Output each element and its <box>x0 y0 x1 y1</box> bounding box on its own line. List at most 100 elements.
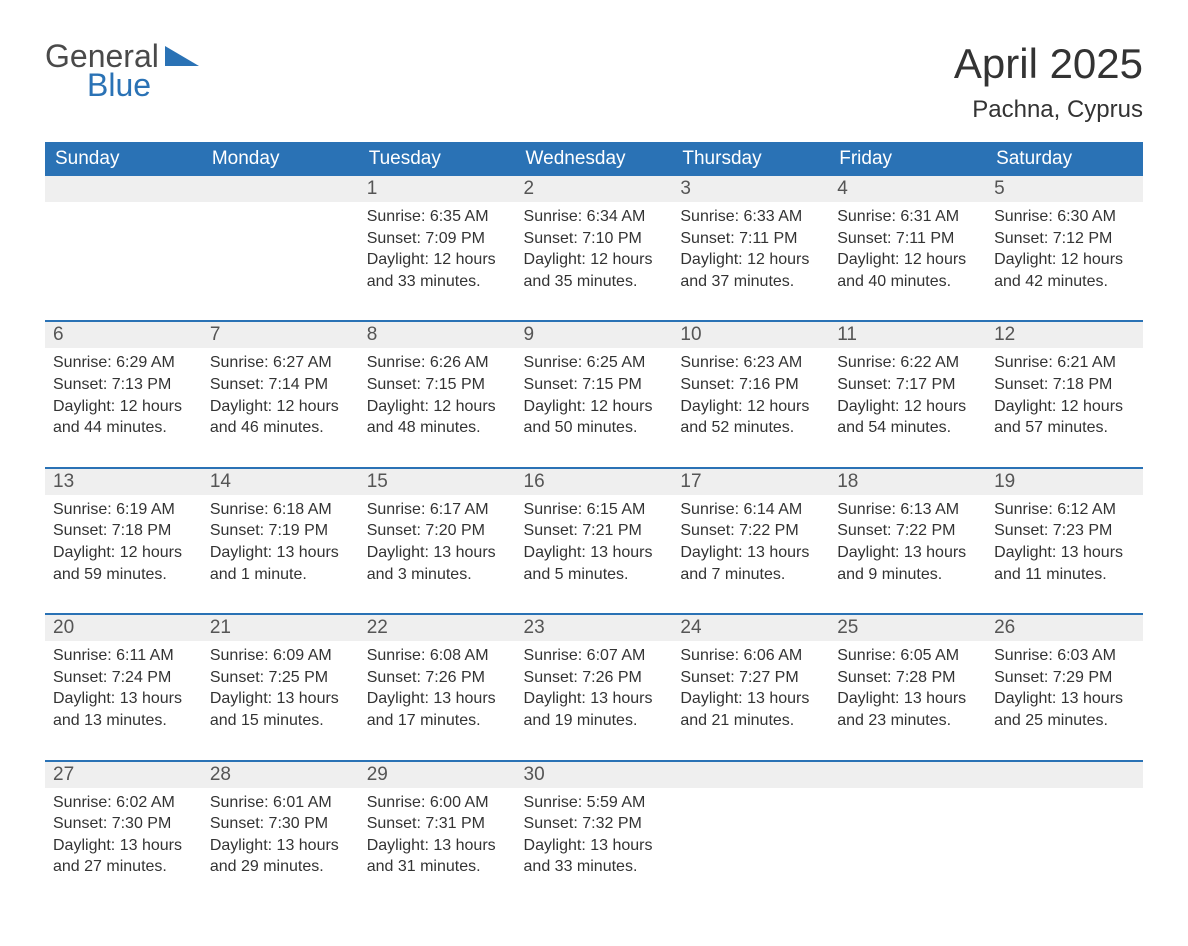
calendar-day-cell: 6 Sunrise: 6:29 AMSunset: 7:13 PMDaylight… <box>45 321 202 467</box>
daylight-line: Daylight: 12 hours and 42 minutes. <box>994 249 1135 292</box>
day-content <box>986 788 1143 898</box>
sunrise-line: Sunrise: 6:01 AM <box>210 792 351 814</box>
sunrise-line: Sunrise: 6:34 AM <box>524 206 665 228</box>
logo-blue-text: Blue <box>87 69 199 101</box>
day-number: 18 <box>829 469 986 495</box>
daylight-line: Daylight: 12 hours and 44 minutes. <box>53 396 194 439</box>
calendar-day-cell: 10Sunrise: 6:23 AMSunset: 7:16 PMDayligh… <box>672 321 829 467</box>
daylight-line: Daylight: 13 hours and 7 minutes. <box>680 542 821 585</box>
calendar-table: SundayMondayTuesdayWednesdayThursdayFrid… <box>45 142 1143 906</box>
day-number: 22 <box>359 615 516 641</box>
day-number <box>45 176 202 202</box>
weekday-header: Monday <box>202 142 359 176</box>
header: General Blue April 2025 Pachna, Cyprus <box>45 40 1143 124</box>
day-content: Sunrise: 6:12 AMSunset: 7:23 PMDaylight:… <box>986 495 1143 613</box>
sunset-line: Sunset: 7:27 PM <box>680 667 821 689</box>
calendar-day-cell: 5Sunrise: 6:30 AMSunset: 7:12 PMDaylight… <box>986 176 1143 321</box>
sunrise-line: Sunrise: 6:18 AM <box>210 499 351 521</box>
day-content: Sunrise: 6:25 AMSunset: 7:15 PMDaylight:… <box>516 348 673 466</box>
sunrise-line: Sunrise: 6:22 AM <box>837 352 978 374</box>
daylight-line: Daylight: 13 hours and 25 minutes. <box>994 688 1135 731</box>
weekday-header: Friday <box>829 142 986 176</box>
sunset-line: Sunset: 7:11 PM <box>837 228 978 250</box>
daylight-line: Daylight: 12 hours and 46 minutes. <box>210 396 351 439</box>
daylight-line: Daylight: 13 hours and 33 minutes. <box>524 835 665 878</box>
day-content <box>829 788 986 898</box>
daylight-line: Daylight: 13 hours and 3 minutes. <box>367 542 508 585</box>
weekday-header: Tuesday <box>359 142 516 176</box>
sunrise-line: Sunrise: 6:02 AM <box>53 792 194 814</box>
day-number: 20 <box>45 615 202 641</box>
calendar-day-cell: 18 Sunrise: 6:13 AMSunset: 7:22 PMDayligh… <box>829 468 986 614</box>
sunset-line: Sunset: 7:10 PM <box>524 228 665 250</box>
sunrise-line: Sunrise: 6:23 AM <box>680 352 821 374</box>
day-number: 24 <box>672 615 829 641</box>
calendar-day-cell: 1Sunrise: 6:35 AMSunset: 7:09 PMDaylight… <box>359 176 516 321</box>
daylight-line: Daylight: 13 hours and 27 minutes. <box>53 835 194 878</box>
day-content: Sunrise: 6:26 AMSunset: 7:15 PMDaylight:… <box>359 348 516 466</box>
sunrise-line: Sunrise: 6:31 AM <box>837 206 978 228</box>
day-number: 14 <box>202 469 359 495</box>
location: Pachna, Cyprus <box>954 96 1143 124</box>
day-number: 13 <box>45 469 202 495</box>
calendar-day-cell: 24Sunrise: 6:06 AMSunset: 7:27 PMDayligh… <box>672 614 829 760</box>
sunset-line: Sunset: 7:32 PM <box>524 813 665 835</box>
calendar-day-cell: 21Sunrise: 6:09 AMSunset: 7:25 PMDayligh… <box>202 614 359 760</box>
calendar-day-cell: 16Sunrise: 6:15 AMSunset: 7:21 PMDayligh… <box>516 468 673 614</box>
weekday-header-row: SundayMondayTuesdayWednesdayThursdayFrid… <box>45 142 1143 176</box>
sunrise-line: Sunrise: 6:03 AM <box>994 645 1135 667</box>
sunrise-line: Sunrise: 6:12 AM <box>994 499 1135 521</box>
sunrise-line: Sunrise: 6:29 AM <box>53 352 194 374</box>
calendar-day-cell: 17Sunrise: 6:14 AMSunset: 7:22 PMDayligh… <box>672 468 829 614</box>
daylight-line: Daylight: 13 hours and 11 minutes. <box>994 542 1135 585</box>
sunset-line: Sunset: 7:28 PM <box>837 667 978 689</box>
daylight-line: Daylight: 13 hours and 9 minutes. <box>837 542 978 585</box>
sunset-line: Sunset: 7:20 PM <box>367 520 508 542</box>
calendar-empty-cell <box>202 176 359 321</box>
daylight-line: Daylight: 12 hours and 40 minutes. <box>837 249 978 292</box>
day-number: 7 <box>202 322 359 348</box>
sunrise-line: Sunrise: 6:00 AM <box>367 792 508 814</box>
sunset-line: Sunset: 7:13 PM <box>53 374 194 396</box>
sunrise-line: Sunrise: 6:15 AM <box>524 499 665 521</box>
day-content: Sunrise: 6:05 AMSunset: 7:28 PMDaylight:… <box>829 641 986 759</box>
calendar-week-row: 27Sunrise: 6:02 AMSunset: 7:30 PMDayligh… <box>45 761 1143 906</box>
daylight-line: Daylight: 13 hours and 1 minute. <box>210 542 351 585</box>
day-content: Sunrise: 6:11 AMSunset: 7:24 PMDaylight:… <box>45 641 202 759</box>
calendar-week-row: 1Sunrise: 6:35 AMSunset: 7:09 PMDaylight… <box>45 176 1143 321</box>
day-number: 28 <box>202 762 359 788</box>
calendar-day-cell: 14Sunrise: 6:18 AMSunset: 7:19 PMDayligh… <box>202 468 359 614</box>
calendar-day-cell: 30Sunrise: 5:59 AMSunset: 7:32 PMDayligh… <box>516 761 673 906</box>
sunset-line: Sunset: 7:09 PM <box>367 228 508 250</box>
day-number: 11 <box>829 322 986 348</box>
calendar-day-cell: 4Sunrise: 6:31 AMSunset: 7:11 PMDaylight… <box>829 176 986 321</box>
day-content: Sunrise: 6:07 AMSunset: 7:26 PMDaylight:… <box>516 641 673 759</box>
calendar-day-cell: 11Sunrise: 6:22 AMSunset: 7:17 PMDayligh… <box>829 321 986 467</box>
sunrise-line: Sunrise: 6:19 AM <box>53 499 194 521</box>
daylight-line: Daylight: 13 hours and 13 minutes. <box>53 688 194 731</box>
day-number: 6 <box>45 322 202 348</box>
calendar-day-cell: 29Sunrise: 6:00 AMSunset: 7:31 PMDayligh… <box>359 761 516 906</box>
day-content: Sunrise: 6:31 AMSunset: 7:11 PMDaylight:… <box>829 202 986 320</box>
calendar-day-cell: 12Sunrise: 6:21 AMSunset: 7:18 PMDayligh… <box>986 321 1143 467</box>
sunset-line: Sunset: 7:15 PM <box>524 374 665 396</box>
calendar-day-cell: 2Sunrise: 6:34 AMSunset: 7:10 PMDaylight… <box>516 176 673 321</box>
sunrise-line: Sunrise: 6:11 AM <box>53 645 194 667</box>
day-content: Sunrise: 6:35 AMSunset: 7:09 PMDaylight:… <box>359 202 516 320</box>
daylight-line: Daylight: 12 hours and 48 minutes. <box>367 396 508 439</box>
sunrise-line: Sunrise: 6:13 AM <box>837 499 978 521</box>
calendar-day-cell: 9Sunrise: 6:25 AMSunset: 7:15 PMDaylight… <box>516 321 673 467</box>
daylight-line: Daylight: 12 hours and 59 minutes. <box>53 542 194 585</box>
daylight-line: Daylight: 13 hours and 21 minutes. <box>680 688 821 731</box>
logo: General Blue <box>45 40 199 101</box>
sunset-line: Sunset: 7:22 PM <box>837 520 978 542</box>
day-number: 26 <box>986 615 1143 641</box>
title-block: April 2025 Pachna, Cyprus <box>954 40 1143 124</box>
day-number: 19 <box>986 469 1143 495</box>
daylight-line: Daylight: 12 hours and 37 minutes. <box>680 249 821 292</box>
sunset-line: Sunset: 7:18 PM <box>53 520 194 542</box>
day-number: 4 <box>829 176 986 202</box>
day-content: Sunrise: 6:03 AMSunset: 7:29 PMDaylight:… <box>986 641 1143 759</box>
day-content: Sunrise: 6:06 AMSunset: 7:27 PMDaylight:… <box>672 641 829 759</box>
sunrise-line: Sunrise: 6:08 AM <box>367 645 508 667</box>
